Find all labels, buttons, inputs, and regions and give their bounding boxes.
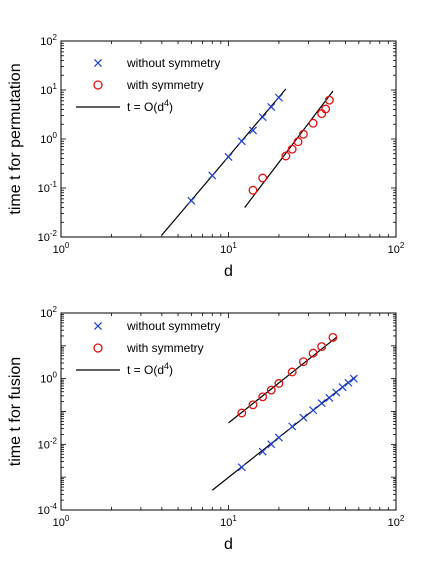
data-point-with-symmetry	[258, 392, 268, 402]
data-point-with-symmetry	[328, 333, 338, 342]
legend: without symmetry with symmetry t = O(d4)	[76, 319, 220, 377]
data-point-with-symmetry	[281, 151, 291, 161]
data-point-with-symmetry	[324, 95, 334, 105]
legend-label: without symmetry	[126, 56, 220, 70]
data-point-with-symmetry	[248, 185, 258, 195]
y-tick-label: 10-2	[38, 436, 58, 451]
data-point-with-symmetry	[258, 173, 268, 183]
data-point-with-symmetry	[266, 385, 276, 395]
data-point-without-symmetry	[267, 440, 276, 449]
legend-label: with symmetry	[126, 78, 204, 92]
data-point-without-symmetry	[248, 126, 258, 135]
legend-marker-circle	[93, 343, 103, 353]
x-tick-label: 101	[220, 241, 237, 256]
data-point-with-symmetry	[308, 348, 318, 358]
x-axis-title: d	[224, 263, 233, 280]
data-point-with-symmetry	[308, 118, 318, 128]
data-point-with-symmetry	[321, 104, 331, 114]
legend: without symmetry with symmetry t = O(d4)	[76, 56, 220, 114]
y-tick-label: 102	[40, 33, 57, 48]
data-point-without-symmetry	[332, 388, 341, 397]
y-axis-title: time t for permutation	[7, 63, 24, 214]
data-point-without-symmetry	[224, 152, 233, 161]
data-point-without-symmetry	[349, 374, 358, 383]
data-point-with-symmetry	[298, 129, 308, 139]
legend-marker-x	[93, 321, 103, 331]
data-point-without-symmetry	[338, 383, 347, 392]
legend-label: t = O(d4)	[127, 361, 173, 377]
chart-panel-1: 100 101 102 10-2 10-1 100 101 102 d time t for pe…	[7, 33, 405, 280]
legend-marker-circle	[93, 80, 103, 90]
y-tick-label: 100	[40, 371, 57, 386]
data-point-without-symmetry	[344, 378, 353, 387]
data-point-without-symmetry	[258, 113, 267, 122]
data-point-without-symmetry	[258, 447, 267, 456]
y-tick-label: 10-1	[38, 180, 58, 195]
legend-label: t = O(d4)	[127, 98, 173, 114]
legend-marker-x	[93, 58, 103, 68]
data-point-without-symmetry	[309, 406, 318, 415]
y-tick-label: 10-4	[38, 502, 58, 517]
x-tick-label: 102	[388, 241, 405, 256]
plot-area	[211, 333, 358, 491]
chart-panel-2: 100 101 102 10-4 10-2 100 102 d time t for fusio…	[7, 305, 405, 553]
data-point-with-symmetry	[293, 137, 303, 147]
y-tick-label: 10-2	[38, 229, 58, 244]
plot-frame	[60, 312, 397, 511]
data-point-with-symmetry	[274, 378, 284, 388]
x-tick-label: 102	[388, 514, 405, 529]
legend-label: without symmetry	[126, 319, 220, 333]
plot-area	[161, 88, 334, 236]
data-point-without-symmetry	[274, 93, 283, 102]
fit-line	[161, 88, 287, 236]
data-point-without-symmetry	[267, 102, 276, 112]
legend-label: with symmetry	[126, 341, 204, 355]
data-point-without-symmetry	[274, 433, 283, 442]
data-point-without-symmetry	[299, 413, 308, 422]
y-tick-label: 102	[40, 305, 57, 320]
data-point-without-symmetry	[208, 171, 217, 180]
y-axis-title: time t for fusion	[7, 357, 24, 466]
data-point-without-symmetry	[288, 422, 297, 431]
data-point-with-symmetry	[317, 342, 327, 352]
data-point-with-symmetry	[298, 357, 308, 367]
fit-line	[228, 336, 337, 424]
data-point-with-symmetry	[237, 408, 247, 418]
data-point-without-symmetry	[325, 393, 334, 402]
y-tick-label: 101	[40, 82, 57, 97]
data-point-without-symmetry	[237, 137, 246, 146]
plot-frame	[60, 40, 397, 238]
data-point-with-symmetry	[287, 367, 297, 377]
x-tick-label: 100	[53, 241, 70, 256]
data-point-with-symmetry	[287, 144, 297, 154]
data-point-without-symmetry	[317, 399, 326, 408]
data-point-without-symmetry	[237, 463, 246, 472]
x-tick-label: 100	[53, 514, 70, 529]
data-point-without-symmetry	[187, 196, 196, 205]
x-axis-title: d	[224, 536, 233, 553]
y-tick-label: 100	[40, 131, 57, 146]
x-tick-label: 101	[220, 514, 237, 529]
data-point-with-symmetry	[248, 400, 258, 410]
